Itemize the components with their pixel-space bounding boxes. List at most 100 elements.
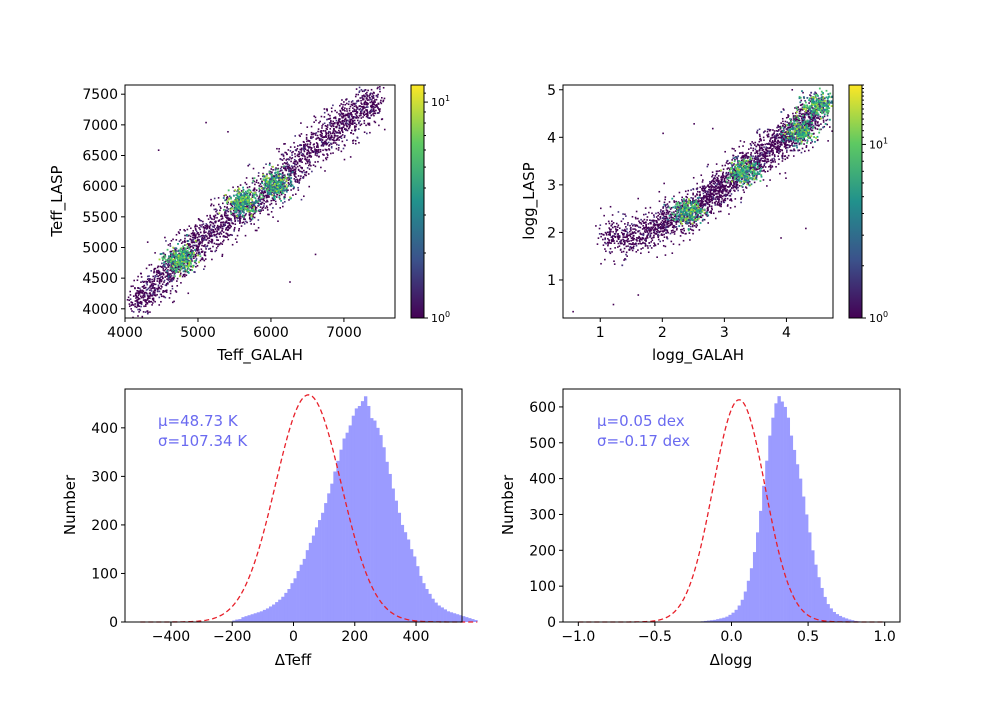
scatter-point bbox=[624, 214, 626, 216]
scatter-point bbox=[163, 270, 165, 272]
scatter-point bbox=[737, 190, 739, 192]
scatter-point bbox=[203, 245, 205, 247]
scatter-point bbox=[299, 179, 301, 181]
scatter-point bbox=[204, 227, 206, 229]
scatter-point-dense bbox=[173, 250, 175, 252]
scatter-point bbox=[342, 106, 344, 108]
scatter-point bbox=[172, 239, 174, 241]
scatter-point bbox=[309, 146, 311, 148]
y-tick-label: 4000 bbox=[82, 302, 118, 318]
scatter-point bbox=[252, 178, 254, 180]
scatter-point bbox=[148, 288, 150, 290]
scatter-point bbox=[731, 193, 733, 195]
scatter-point-dense bbox=[267, 182, 269, 184]
scatter-point-dense bbox=[258, 204, 260, 206]
scatter-point-dense bbox=[179, 275, 181, 277]
scatter-point bbox=[364, 107, 366, 109]
scatter-point bbox=[686, 201, 688, 203]
scatter-point bbox=[809, 94, 811, 96]
scatter-point bbox=[326, 128, 328, 130]
scatter-point-dense bbox=[179, 271, 181, 273]
teff-scatter-points bbox=[127, 86, 386, 318]
scatter-point bbox=[301, 133, 303, 135]
scatter-point bbox=[341, 123, 343, 125]
scatter-point bbox=[645, 245, 647, 247]
scatter-point bbox=[197, 265, 199, 267]
scatter-point bbox=[197, 246, 199, 248]
scatter-point bbox=[615, 233, 617, 235]
scatter-point bbox=[383, 100, 385, 102]
colorbar-tick-label: 101 bbox=[431, 94, 450, 109]
scatter-point bbox=[332, 152, 334, 154]
scatter-point bbox=[210, 235, 212, 237]
scatter-point-dense bbox=[235, 197, 237, 199]
scatter-point bbox=[827, 140, 829, 142]
scatter-point bbox=[217, 233, 219, 235]
scatter-point bbox=[149, 297, 151, 299]
scatter-point bbox=[189, 238, 191, 240]
scatter-point-dense bbox=[237, 195, 239, 197]
scatter-point bbox=[244, 182, 246, 184]
scatter-point bbox=[339, 131, 341, 133]
scatter-point bbox=[214, 243, 216, 245]
scatter-point-dense bbox=[290, 183, 292, 185]
scatter-point bbox=[292, 151, 294, 153]
scatter-point bbox=[349, 110, 351, 112]
scatter-point bbox=[258, 172, 260, 174]
scatter-point bbox=[159, 266, 161, 268]
scatter-point bbox=[333, 140, 335, 142]
scatter-point bbox=[317, 135, 319, 137]
scatter-point bbox=[776, 130, 778, 132]
scatter-point bbox=[158, 287, 160, 289]
scatter-point bbox=[330, 120, 332, 122]
scatter-point bbox=[371, 96, 373, 98]
scatter-point-dense bbox=[186, 244, 188, 246]
scatter-point bbox=[757, 158, 759, 160]
scatter-point-dense bbox=[251, 214, 253, 216]
scatter-point bbox=[629, 231, 631, 233]
scatter-point bbox=[675, 210, 677, 212]
scatter-point bbox=[644, 219, 646, 221]
scatter-point bbox=[348, 101, 350, 103]
scatter-point-dense bbox=[164, 265, 166, 267]
scatter-point bbox=[753, 143, 755, 145]
scatter-point-dense bbox=[237, 199, 239, 201]
scatter-point bbox=[263, 205, 265, 207]
scatter-point bbox=[146, 284, 148, 286]
scatter-point bbox=[796, 143, 798, 145]
scatter-point-dense bbox=[285, 166, 287, 168]
scatter-point bbox=[158, 270, 160, 272]
scatter-point bbox=[652, 239, 654, 241]
scatter-point-dense bbox=[266, 185, 268, 187]
scatter-point bbox=[326, 119, 328, 121]
scatter-point bbox=[344, 104, 346, 106]
scatter-point bbox=[782, 123, 784, 125]
scatter-point bbox=[196, 233, 198, 235]
scatter-point-dense bbox=[281, 177, 283, 179]
scatter-point bbox=[197, 237, 199, 239]
scatter-point bbox=[724, 179, 726, 181]
scatter-point bbox=[206, 227, 208, 229]
scatter-point bbox=[676, 223, 678, 225]
scatter-point bbox=[626, 234, 628, 236]
scatter-point-dense bbox=[246, 194, 248, 196]
scatter-point bbox=[341, 128, 343, 130]
scatter-point bbox=[297, 153, 299, 155]
scatter-point bbox=[256, 181, 258, 183]
scatter-point bbox=[331, 135, 333, 137]
scatter-point bbox=[334, 123, 336, 125]
scatter-point bbox=[234, 229, 236, 231]
scatter-point bbox=[363, 111, 365, 113]
scatter-point bbox=[363, 94, 365, 96]
scatter-point bbox=[210, 216, 212, 218]
scatter-point bbox=[265, 192, 267, 194]
scatter-point-dense bbox=[262, 196, 264, 198]
scatter-point-dense bbox=[193, 265, 195, 267]
scatter-point bbox=[186, 274, 188, 276]
scatter-point-dense bbox=[168, 275, 170, 277]
scatter-point bbox=[636, 245, 638, 247]
scatter-point-dense bbox=[172, 247, 174, 249]
scatter-point-dense bbox=[194, 249, 196, 251]
scatter-point bbox=[161, 281, 163, 283]
scatter-point bbox=[323, 130, 325, 132]
